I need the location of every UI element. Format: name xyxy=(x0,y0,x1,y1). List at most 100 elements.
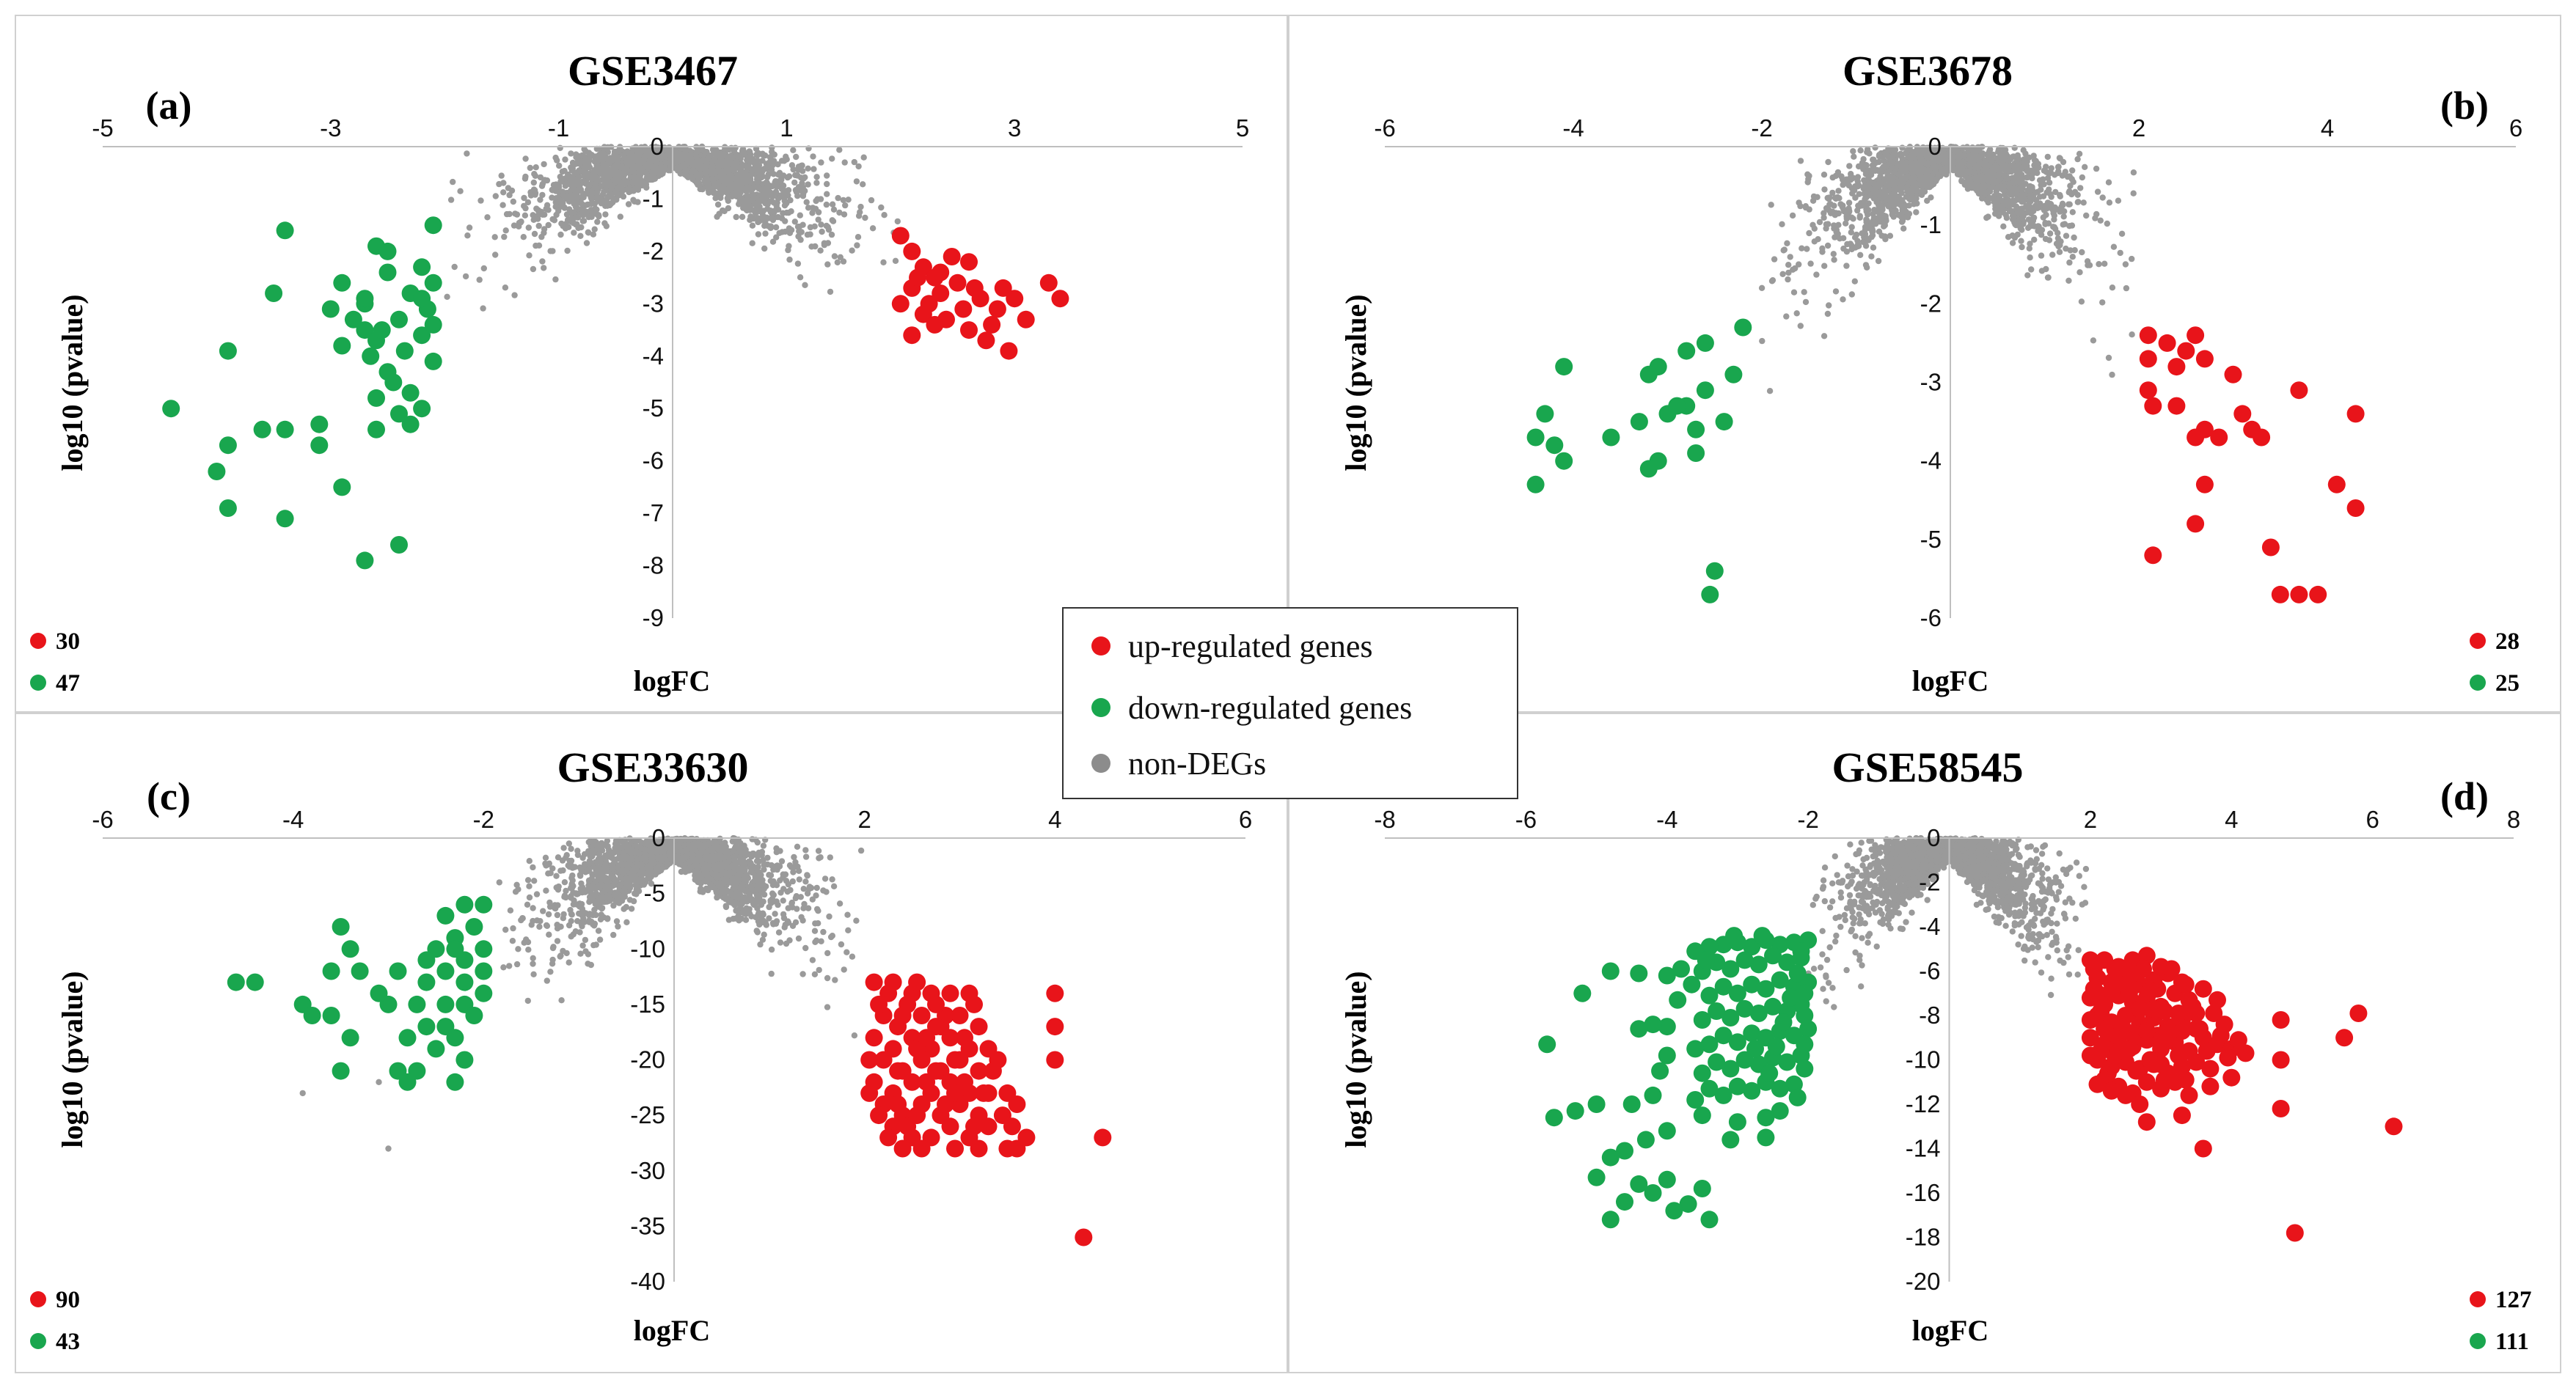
non-deg-point xyxy=(2080,199,2087,206)
non-deg-point xyxy=(564,247,571,254)
non-deg-point xyxy=(2099,194,2106,201)
point-up xyxy=(2167,358,2186,376)
non-deg-point xyxy=(2077,185,2084,191)
non-deg-point xyxy=(733,213,739,221)
non-deg-point xyxy=(643,169,650,176)
non-deg-point xyxy=(808,243,815,250)
non-deg-point xyxy=(775,161,781,168)
non-deg-point xyxy=(2044,153,2051,161)
non-deg-point xyxy=(1801,289,1807,295)
non-deg-point xyxy=(615,192,622,199)
count-up: 30 xyxy=(30,628,80,655)
non-deg-point xyxy=(1870,187,1877,194)
non-deg-point xyxy=(1986,148,1993,155)
point-up xyxy=(1039,273,1058,292)
non-deg-point xyxy=(624,162,632,169)
non-deg-point xyxy=(546,931,552,938)
non-deg-point xyxy=(715,164,722,171)
non-deg-point xyxy=(762,219,769,226)
point-down xyxy=(1696,334,1714,352)
non-deg-point xyxy=(466,224,473,231)
point-down xyxy=(390,310,408,328)
non-deg-point xyxy=(1921,159,1928,166)
non-deg-point xyxy=(809,957,816,963)
non-deg-point xyxy=(2094,188,2101,195)
point-down xyxy=(1687,420,1705,438)
point-down xyxy=(276,510,294,528)
non-deg-point xyxy=(1779,221,1785,227)
non-deg-point xyxy=(530,265,537,273)
non-deg-point xyxy=(1922,175,1929,182)
non-deg-point xyxy=(1851,153,1857,160)
count-down: 25 xyxy=(2470,670,2520,697)
non-deg-point xyxy=(569,178,577,185)
point-up xyxy=(948,273,967,292)
non-deg-point xyxy=(1759,337,1765,345)
non-deg-point xyxy=(588,175,595,182)
non-deg-point xyxy=(492,193,499,199)
non-deg-point xyxy=(520,234,527,240)
non-deg-point xyxy=(2109,371,2115,378)
non-deg-point xyxy=(2093,165,2100,172)
point-down xyxy=(1701,585,1719,603)
non-deg-point xyxy=(2027,204,2033,210)
non-deg-point xyxy=(1876,217,1882,224)
point-up xyxy=(2261,538,2280,557)
non-deg-point xyxy=(2028,266,2035,273)
non-deg-point xyxy=(824,172,830,179)
non-deg-point xyxy=(2046,237,2053,243)
non-deg-point xyxy=(2105,179,2112,186)
non-deg-point xyxy=(761,891,768,898)
point-down xyxy=(395,342,414,360)
non-deg-point xyxy=(1793,310,1800,317)
non-deg-point xyxy=(786,256,793,263)
point-up xyxy=(2144,397,2162,415)
non-deg-point xyxy=(674,153,681,160)
non-deg-point xyxy=(1891,208,1898,215)
non-deg-point xyxy=(545,911,552,918)
non-deg-point xyxy=(618,185,625,192)
non-deg-point xyxy=(1810,221,1816,228)
non-deg-point xyxy=(1898,213,1905,221)
point-up xyxy=(891,295,910,313)
non-deg-point xyxy=(2054,164,2062,170)
non-deg-point xyxy=(831,253,838,260)
point-down xyxy=(276,420,294,438)
non-deg-point xyxy=(1785,262,1792,268)
non-deg-point xyxy=(713,147,720,153)
non-deg-point xyxy=(1824,310,1832,317)
non-deg-point xyxy=(560,915,566,922)
non-deg-point xyxy=(590,231,597,238)
count-down-marker xyxy=(30,675,46,691)
non-deg-point xyxy=(620,193,627,200)
non-deg-point xyxy=(1958,169,1964,177)
y-axis-label: log10 (pvalue) xyxy=(1339,294,1372,471)
count-up-marker xyxy=(30,633,46,649)
count-up-value: 28 xyxy=(2495,628,2520,655)
point-down xyxy=(378,242,397,260)
non-deg-point xyxy=(1802,298,1810,306)
non-deg-point xyxy=(535,242,543,249)
point-down xyxy=(1696,381,1714,400)
non-deg-point xyxy=(763,200,769,207)
non-deg-point xyxy=(755,215,761,221)
point-down xyxy=(1630,413,1648,431)
point-up xyxy=(960,253,978,271)
non-deg-point xyxy=(842,202,849,209)
non-deg-point xyxy=(544,205,551,212)
non-deg-point xyxy=(855,163,862,170)
non-deg-point xyxy=(774,183,780,190)
non-deg-point xyxy=(1804,179,1811,186)
non-deg-point xyxy=(579,201,585,208)
point-up xyxy=(2177,342,2195,360)
non-deg-point xyxy=(557,231,564,238)
non-deg-point xyxy=(2029,186,2035,193)
non-deg-point xyxy=(561,205,568,211)
non-deg-point xyxy=(762,230,769,237)
non-deg-point xyxy=(1816,219,1823,226)
non-deg-point xyxy=(1892,165,1899,172)
non-deg-point xyxy=(1784,240,1790,246)
non-deg-point xyxy=(2097,217,2104,224)
x-tick-label: -2 xyxy=(1751,114,1772,142)
non-deg-point xyxy=(728,144,735,151)
